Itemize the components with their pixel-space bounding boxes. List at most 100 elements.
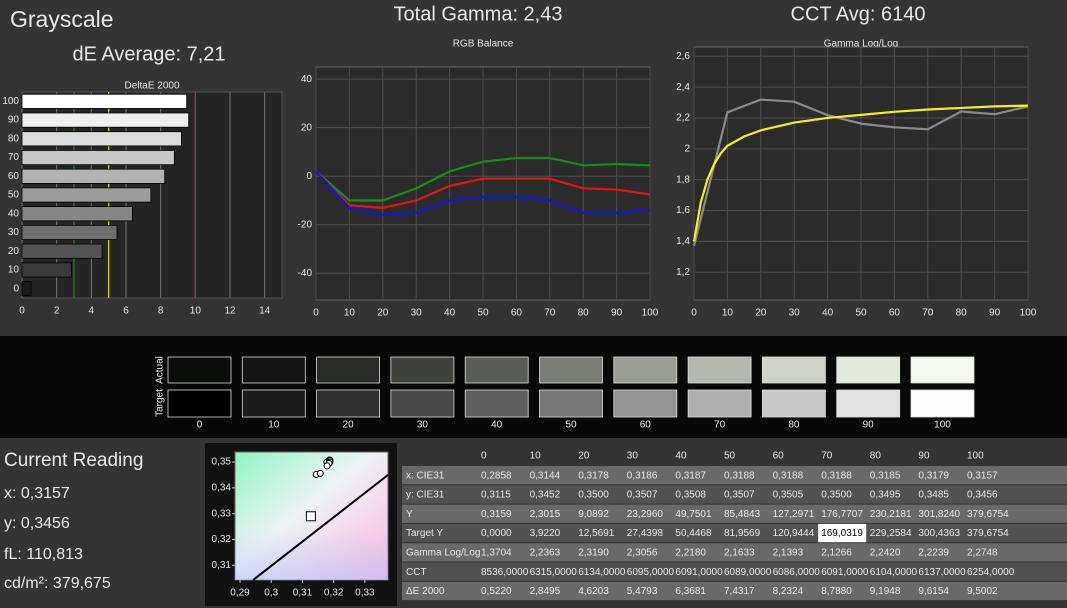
- swatch-label: 0: [197, 420, 203, 431]
- table-cell: 0,3186: [627, 470, 658, 481]
- bar: [21, 262, 72, 278]
- column-header: 100: [967, 451, 984, 462]
- y-tick-label: 2: [684, 143, 690, 154]
- x-tick-label: 40: [444, 308, 456, 319]
- target-swatch: [836, 389, 901, 418]
- table-cell: 0,3159: [481, 509, 512, 520]
- x-tick-label: 0: [19, 306, 25, 317]
- table-cell: 0,3452: [530, 490, 561, 501]
- x-tick-label: 8: [158, 306, 164, 317]
- row-label: CCT: [406, 567, 427, 578]
- target-swatch: [613, 389, 678, 418]
- column-header: 30: [627, 451, 639, 462]
- target-swatch: [390, 389, 455, 418]
- table-cell: 0,3185: [870, 470, 901, 481]
- table-cell: 0,3500: [821, 490, 852, 501]
- x-tick-label: 0,32: [324, 588, 344, 599]
- table-cell: 9,1948: [870, 586, 901, 597]
- y-tick-label: 70: [8, 152, 20, 163]
- series-line: [692, 104, 1029, 242]
- x-tick-label: 70: [922, 308, 934, 319]
- table-cell: 0,3188: [724, 470, 755, 481]
- table-cell: 6,3681: [675, 586, 706, 597]
- y-tick-label: 0: [306, 171, 312, 182]
- swatch-label: 80: [788, 420, 800, 431]
- locus-line: [252, 474, 389, 581]
- y-tick-label: 100: [2, 96, 19, 107]
- table-cell: 230,2181: [870, 509, 912, 520]
- swatch-label: 100: [934, 420, 951, 431]
- chart-title: RGB Balance: [453, 39, 514, 50]
- y-tick-label: 2,4: [676, 82, 690, 93]
- y-tick-label: 0,35: [212, 457, 232, 468]
- y-tick-label: 0,34: [212, 483, 232, 494]
- x-tick-label: 100: [642, 308, 659, 319]
- x-tick-label: 50: [855, 308, 867, 319]
- x-tick-label: 0,3: [264, 588, 278, 599]
- table-cell: 0,3179: [918, 470, 949, 481]
- y-tick-label: 2,2: [676, 113, 690, 124]
- table-cell: 6137,0000: [918, 567, 966, 578]
- reading-x: x: 0,3157: [4, 485, 70, 502]
- table-row: [402, 466, 1067, 485]
- target-swatch: [167, 389, 232, 418]
- reading-cdm2: cd/m²: 379,675: [4, 575, 111, 592]
- x-tick-label: 30: [411, 308, 423, 319]
- y-tick-label: 0,31: [212, 560, 232, 571]
- bar: [21, 93, 188, 109]
- swatch-label: 60: [640, 420, 652, 431]
- cct-average: CCT Avg: 6140: [791, 3, 926, 25]
- table-cell: 0,3188: [773, 470, 804, 481]
- y-tick-label: 1,4: [676, 236, 690, 247]
- y-tick-label: 0,32: [212, 534, 232, 545]
- table-cell: 0,0000: [481, 528, 512, 539]
- table-cell: 9,6154: [918, 586, 949, 597]
- y-tick-label: 40: [301, 74, 313, 85]
- table-cell: 127,2971: [773, 509, 815, 520]
- table-cell: 0,3507: [627, 490, 658, 501]
- actual-swatch: [390, 356, 455, 384]
- table-cell: 23,2960: [627, 509, 664, 520]
- x-tick-label: 70: [544, 308, 556, 319]
- bar: [21, 243, 103, 259]
- table-cell: 2,1633: [724, 547, 755, 558]
- swatch-label: 40: [491, 420, 503, 431]
- table-cell: 301,8240: [918, 509, 960, 520]
- table-cell: 8,2324: [773, 586, 804, 597]
- y-tick-label: 0: [13, 283, 19, 294]
- row-label: Target Y: [406, 528, 443, 539]
- table-cell: 81,9569: [724, 528, 761, 539]
- target-swatch: [910, 389, 975, 418]
- series-line: [315, 156, 651, 202]
- table-cell: 27,4398: [627, 528, 664, 539]
- table-cell: 6091,0000: [821, 567, 869, 578]
- x-tick-label: 20: [755, 308, 767, 319]
- actual-swatch: [241, 356, 306, 384]
- x-tick-label: 20: [377, 308, 389, 319]
- table-cell: 50,4468: [675, 528, 712, 539]
- x-tick-label: 50: [477, 308, 489, 319]
- table-cell: 2,2363: [530, 547, 561, 558]
- y-tick-label: 1,6: [676, 205, 690, 216]
- table-cell: 6095,0000: [627, 567, 675, 578]
- measured-point: [323, 462, 331, 470]
- table-cell: 2,2420: [870, 547, 901, 558]
- target-swatch: [464, 389, 529, 418]
- table-row: [402, 523, 1067, 543]
- target-swatch: [539, 389, 603, 418]
- swatch-label: 30: [417, 420, 429, 431]
- table-cell: 2,2748: [967, 547, 998, 558]
- x-tick-label: 80: [578, 308, 590, 319]
- table-cell: 0,3485: [918, 490, 949, 501]
- table-cell: 6315,0000: [530, 567, 578, 578]
- x-tick-label: 30: [789, 308, 801, 319]
- table-cell: 49,7501: [675, 509, 712, 520]
- x-tick-label: 10: [190, 306, 202, 317]
- x-tick-label: 2: [54, 306, 60, 317]
- table-cell: 4,6203: [578, 586, 609, 597]
- column-header: 70: [821, 451, 833, 462]
- row-label: Target: [155, 389, 166, 417]
- actual-swatch: [167, 356, 232, 384]
- bar: [21, 150, 175, 166]
- table-cell: 0,3157: [967, 470, 998, 481]
